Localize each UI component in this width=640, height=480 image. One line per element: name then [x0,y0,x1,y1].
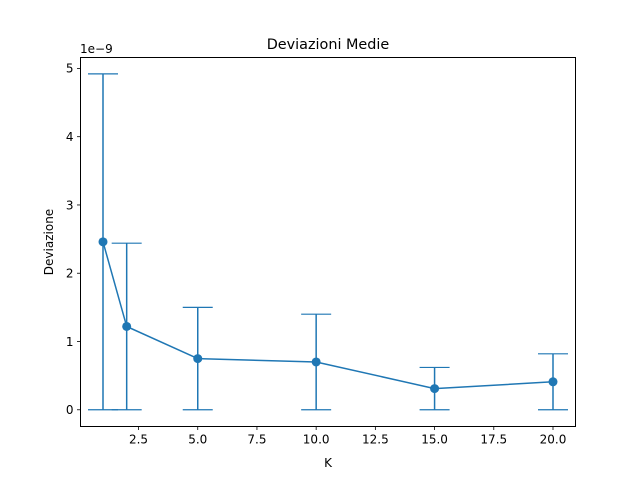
data-point [311,357,321,367]
y-tick-label: 4 [66,130,74,144]
y-tick-label: 1 [66,335,74,349]
x-tick-label: 20.0 [540,433,567,447]
data-point [548,377,558,387]
x-tick-label: 17.5 [480,433,507,447]
x-axis-ticks: 2.5 5.0 7.5 10.0 12.5 15.0 17.5 20.0 [129,426,567,447]
plot-area [88,73,568,411]
y-scale-label: 1e−9 [80,42,113,56]
y-tick-label: 0 [66,403,74,417]
data-point [430,384,440,394]
x-tick-label: 5.0 [188,433,207,447]
y-tick-label: 2 [66,267,74,281]
x-tick-label: 7.5 [247,433,266,447]
data-point [98,237,108,247]
chart-title: Deviazioni Medie [267,37,390,53]
x-tick-label: 15.0 [421,433,448,447]
x-tick-label: 2.5 [129,433,148,447]
y-tick-label: 3 [66,198,74,212]
x-tick-label: 12.5 [362,433,389,447]
data-point [193,354,203,364]
y-axis-ticks: 0 1 2 3 4 5 [66,62,81,417]
plot-frame [80,57,576,427]
data-point [122,321,132,331]
x-axis-label: K [324,456,333,470]
y-axis-label: Deviazione [42,209,56,275]
x-tick-label: 10.0 [303,433,330,447]
y-tick-label: 5 [66,62,74,76]
series-line [102,241,554,390]
